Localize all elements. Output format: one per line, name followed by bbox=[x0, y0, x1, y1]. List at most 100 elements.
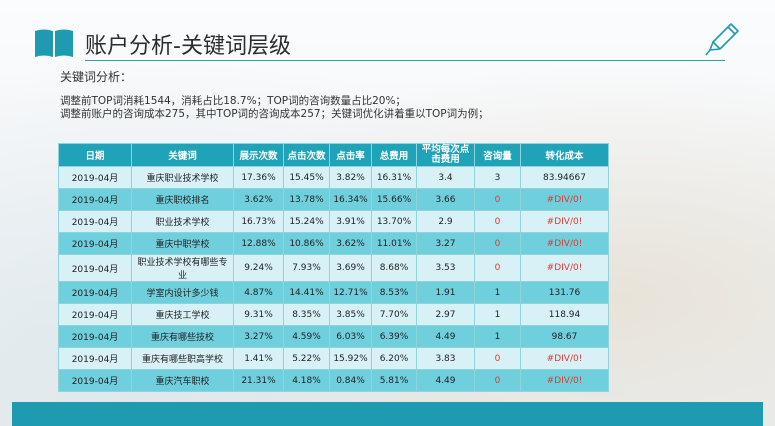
header: 账户分析-关键词层级 bbox=[33, 26, 733, 62]
table-cell: 83.94667 bbox=[520, 166, 609, 189]
table-cell: 重庆职校排名 bbox=[131, 188, 234, 211]
table-cell: 1.91 bbox=[416, 281, 475, 304]
table-cell: 1 bbox=[474, 303, 521, 326]
table-cell: 9.24% bbox=[233, 254, 284, 282]
table-cell: 2.97 bbox=[416, 303, 475, 326]
table-cell: 3.53 bbox=[416, 254, 475, 282]
table-cell: 0 bbox=[474, 232, 521, 255]
column-header: 转化成本 bbox=[520, 143, 609, 167]
table-cell: 7.70% bbox=[371, 303, 417, 326]
title-underline bbox=[85, 60, 725, 61]
keyword-table: 日期 关键词 展示次数 点击次数 点击率 总费用 平均每次点击费用 咨询量 转化成本 2019-… bbox=[58, 143, 609, 392]
table-cell: 6.20% bbox=[371, 347, 417, 370]
table-cell: 重庆中职学校 bbox=[131, 232, 234, 255]
table-cell: 2019-04月 bbox=[58, 281, 132, 304]
table-cell: #DIV/0! bbox=[520, 254, 609, 282]
table-cell: 职业技术学校有哪些专业 bbox=[131, 254, 234, 282]
table-cell: 4.49 bbox=[416, 369, 475, 392]
table-row: 2019-04月 重庆技工学校 9.31% 8.35% 3.85% 7.70% 2.97 1 1… bbox=[58, 303, 609, 326]
table-row: 2019-04月 职业技术学校 16.73% 15.24% 3.91% 13.70% 2.9… bbox=[58, 210, 609, 233]
table-cell: 4.18% bbox=[283, 369, 330, 392]
table-cell: 13.70% bbox=[371, 210, 417, 233]
table-cell: 2019-04月 bbox=[58, 369, 132, 392]
table-cell: 3.91% bbox=[329, 210, 372, 233]
table-cell: 16.31% bbox=[371, 166, 417, 189]
table-cell: 1.41% bbox=[233, 347, 284, 370]
footer-bar bbox=[12, 402, 763, 426]
table-cell: 3.62% bbox=[329, 232, 372, 255]
table-cell: #DIV/0! bbox=[520, 188, 609, 211]
table-cell: 重庆有哪些技校 bbox=[131, 325, 234, 348]
table-cell: 118.94 bbox=[520, 303, 609, 326]
table-cell: 6.03% bbox=[329, 325, 372, 348]
table-cell: 11.01% bbox=[371, 232, 417, 255]
table-cell: 15.66% bbox=[371, 188, 417, 211]
table-cell: 2019-04月 bbox=[58, 166, 132, 189]
column-header: 咨询量 bbox=[474, 143, 521, 167]
table-cell: 21.31% bbox=[233, 369, 284, 392]
description-line: 调整前TOP词消耗1544，消耗占比18.7%；TOP词的咨询数量占比20%； bbox=[60, 95, 406, 107]
column-header: 平均每次点击费用 bbox=[416, 143, 475, 167]
table-cell: 0 bbox=[474, 347, 521, 370]
table-cell: 5.81% bbox=[371, 369, 417, 392]
table-row: 2019-04月 学室内设计多少钱 4.87% 14.41% 12.71% 8.53% 1.… bbox=[58, 281, 609, 304]
column-header: 点击率 bbox=[329, 143, 372, 167]
table-cell: 2019-04月 bbox=[58, 232, 132, 255]
column-header: 展示次数 bbox=[233, 143, 284, 167]
table-row: 2019-04月 重庆职业技术学校 17.36% 15.45% 3.82% 16.31% 3… bbox=[58, 166, 609, 189]
table-row: 2019-04月 重庆有哪些技校 3.27% 4.59% 6.03% 6.39% 4.49 1… bbox=[58, 325, 609, 348]
table-cell: 2019-04月 bbox=[58, 303, 132, 326]
description-line: 调整前账户的咨询成本275，其中TOP词的咨询成本257；关键词优化讲着重以TO… bbox=[60, 108, 489, 120]
table-cell: 3 bbox=[474, 166, 521, 189]
description: 调整前TOP词消耗1544，消耗占比18.7%；TOP词的咨询数量占比20%； … bbox=[60, 95, 489, 121]
table-cell: 3.27% bbox=[233, 325, 284, 348]
table-cell: 重庆汽车职校 bbox=[131, 369, 234, 392]
table-cell: 1 bbox=[474, 325, 521, 348]
table-cell: 8.35% bbox=[283, 303, 330, 326]
table-cell: #DIV/0! bbox=[520, 369, 609, 392]
table-cell: 10.86% bbox=[283, 232, 330, 255]
table-cell: 5.22% bbox=[283, 347, 330, 370]
table-cell: 0 bbox=[474, 369, 521, 392]
section-subtitle: 关键词分析： bbox=[60, 70, 133, 84]
table-cell: #DIV/0! bbox=[520, 232, 609, 255]
table-cell: 15.92% bbox=[329, 347, 372, 370]
table-cell: #DIV/0! bbox=[520, 210, 609, 233]
table-cell: 6.39% bbox=[371, 325, 417, 348]
table-cell: 3.83 bbox=[416, 347, 475, 370]
table-row: 2019-04月 重庆中职学校 12.88% 10.86% 3.62% 11.01% 3.2… bbox=[58, 232, 609, 255]
table-cell: 3.82% bbox=[329, 166, 372, 189]
table-cell: 12.88% bbox=[233, 232, 284, 255]
table-cell: 4.59% bbox=[283, 325, 330, 348]
table-cell: 1 bbox=[474, 281, 521, 304]
table-cell: 0 bbox=[474, 210, 521, 233]
table-cell: 7.93% bbox=[283, 254, 330, 282]
table-cell: 9.31% bbox=[233, 303, 284, 326]
table-cell: 15.45% bbox=[283, 166, 330, 189]
table-cell: 3.69% bbox=[329, 254, 372, 282]
table-cell: 3.4 bbox=[416, 166, 475, 189]
table-cell: 0.84% bbox=[329, 369, 372, 392]
table-row: 2019-04月 重庆职校排名 3.62% 13.78% 16.34% 15.66% 3.6… bbox=[58, 188, 609, 211]
column-header: 关键词 bbox=[131, 143, 234, 167]
table-cell: 8.68% bbox=[371, 254, 417, 282]
table-cell: 2019-04月 bbox=[58, 254, 132, 282]
table-cell: 3.85% bbox=[329, 303, 372, 326]
page-title: 账户分析-关键词层级 bbox=[85, 34, 291, 59]
table-cell: 13.78% bbox=[283, 188, 330, 211]
table-cell: 2019-04月 bbox=[58, 188, 132, 211]
table-cell: 16.34% bbox=[329, 188, 372, 211]
table-cell: 3.62% bbox=[233, 188, 284, 211]
table-cell: 学室内设计多少钱 bbox=[131, 281, 234, 304]
table-cell: 17.36% bbox=[233, 166, 284, 189]
table-cell: 2.9 bbox=[416, 210, 475, 233]
table-cell: 3.27 bbox=[416, 232, 475, 255]
table-cell: 2019-04月 bbox=[58, 210, 132, 233]
table-cell: 3.66 bbox=[416, 188, 475, 211]
table-cell: 15.24% bbox=[283, 210, 330, 233]
table-cell: 12.71% bbox=[329, 281, 372, 304]
table-cell: 重庆技工学校 bbox=[131, 303, 234, 326]
column-header: 总费用 bbox=[371, 143, 417, 167]
table-cell: 职业技术学校 bbox=[131, 210, 234, 233]
pencil-icon bbox=[705, 23, 739, 56]
